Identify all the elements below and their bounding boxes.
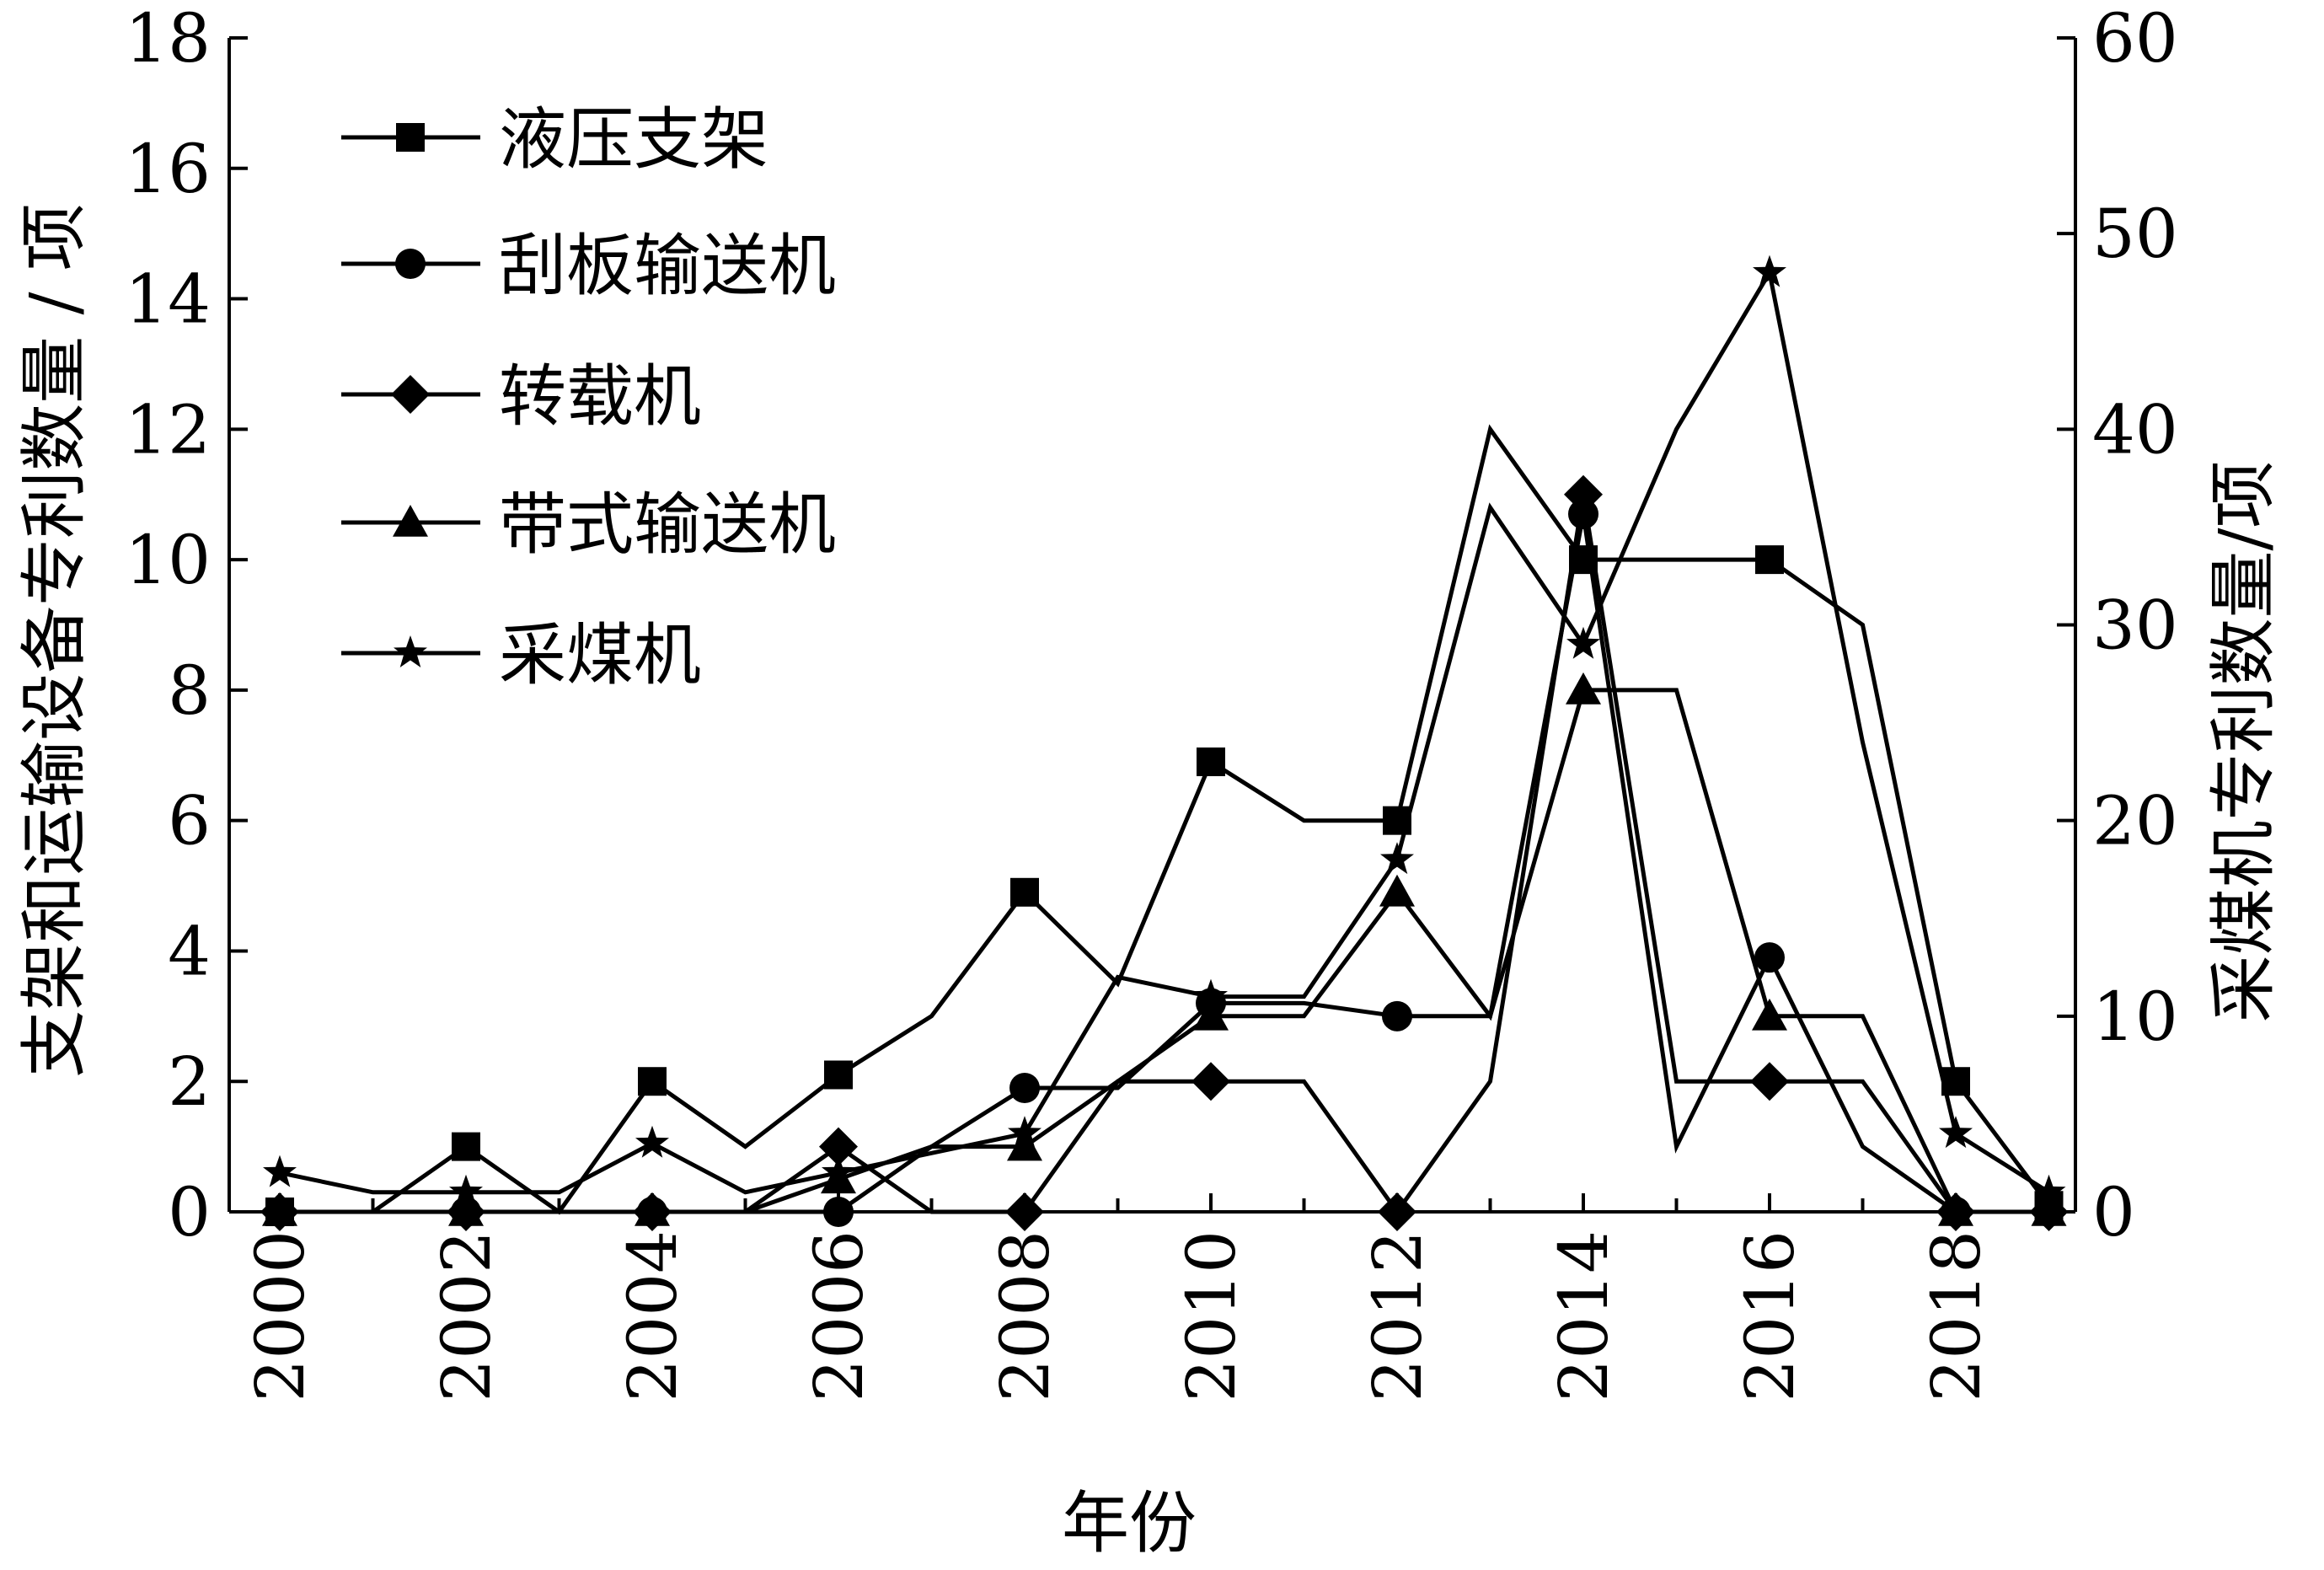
series-line-3 [280,688,2049,1214]
triangle-marker [1193,998,1229,1031]
series-line-0 [280,424,2051,1215]
y-right-tick-label: 40 [2092,390,2178,469]
diamond-marker [1564,474,1603,514]
triangle-marker [1007,1128,1042,1161]
circle-marker [1568,498,1598,529]
triangle-marker [1752,998,1787,1031]
triangle-marker [2031,1194,2067,1226]
x-axis-title: 年份 [1062,1484,1197,1562]
y-axis-left-title: 支架和运输设备专利数量 / 项 [15,203,94,1078]
series-markers [260,255,2069,1231]
legend-label-4: 采煤机 [499,616,701,694]
triangle-marker [448,1194,484,1226]
x-tick-label: 2012 [1358,1230,1437,1402]
y-left-tick-label: 16 [125,130,211,208]
y-left-tick-label: 4 [168,912,211,990]
x-tick-label: 2016 [1731,1230,1809,1402]
star-marker [394,635,427,667]
star-marker [1753,255,1786,287]
triangle-marker [393,505,428,537]
star-marker [822,1155,855,1187]
y-left-tick-label: 12 [125,390,211,469]
y-left-tick-label: 2 [168,1042,211,1121]
star-marker [1566,626,1600,659]
y-right-tick-label: 20 [2092,782,2178,860]
y-right-tick-label: 60 [2092,0,2178,78]
y-right-tick-label: 50 [2092,195,2178,273]
star-marker [1194,978,1228,1011]
square-marker [452,1132,480,1161]
x-tick-label: 2006 [800,1230,878,1402]
legend-label-2: 转载机 [499,357,701,436]
square-marker [1755,545,1784,575]
square-marker [824,1060,853,1090]
circle-marker [395,249,426,279]
triangle-marker [262,1194,297,1226]
square-marker [638,1067,667,1096]
triangle-marker [635,1194,670,1226]
triangle-marker [1938,1194,1973,1226]
y-right-tick-label: 30 [2092,587,2178,665]
y-left-tick-label: 8 [168,651,211,730]
square-marker [1941,1067,1970,1096]
star-marker [2032,1174,2066,1207]
x-tick-label: 2014 [1545,1230,1623,1402]
star-marker [1939,1116,1973,1149]
circle-marker [1009,1072,1040,1103]
axes: 0 2 4 6 8 10 12 14 16 18 0 10 20 30 40 50 60 2000 2002 2004… [125,0,2178,1402]
y-axis-right-title: 采煤机专利数量/项 [2204,461,2283,1023]
square-marker [396,123,425,152]
diamond-marker [1378,1192,1416,1231]
series-line-2 [280,494,2049,1216]
star-marker [263,1155,297,1187]
star-marker [449,1174,483,1207]
star-marker [635,1125,669,1158]
series-line-4 [279,266,2050,1195]
y-left-tick-label: 0 [168,1173,211,1251]
diamond-marker [1191,1062,1230,1101]
diamond-marker [1750,1062,1789,1101]
x-tick-label: 2018 [1917,1230,1995,1402]
triangle-marker [1566,672,1601,705]
y-left-tick-label: 14 [125,260,211,339]
y-left-tick-label: 10 [125,521,211,599]
circle-marker [823,1197,854,1227]
star-marker [1380,842,1414,875]
x-tick-label: 2004 [613,1230,692,1402]
star-marker [1008,1116,1042,1149]
square-marker [1197,747,1225,777]
diamond-marker [1005,1192,1044,1231]
square-marker [1010,877,1039,907]
square-marker [1569,545,1598,575]
diamond-marker [391,375,430,414]
y-left-tick-label: 18 [125,0,211,78]
x-tick-label: 2010 [1172,1230,1250,1402]
legend-label-3: 带式输送机 [499,485,836,564]
triangle-marker [1379,874,1415,907]
legend-label-0: 液压支架 [499,100,768,179]
y-left-tick-label: 6 [168,782,211,860]
x-tick-label: 2002 [427,1230,506,1402]
y-right-tick-label: 0 [2092,1173,2135,1251]
y-right-tick-label: 10 [2092,978,2178,1056]
square-marker [1383,806,1411,835]
x-tick-label: 2000 [241,1230,319,1402]
circle-marker [1754,942,1785,973]
diamond-marker [819,1127,858,1166]
legend-label-1: 刮板输送机 [499,227,836,305]
x-tick-label: 2008 [986,1230,1064,1402]
circle-marker [1382,1000,1412,1031]
